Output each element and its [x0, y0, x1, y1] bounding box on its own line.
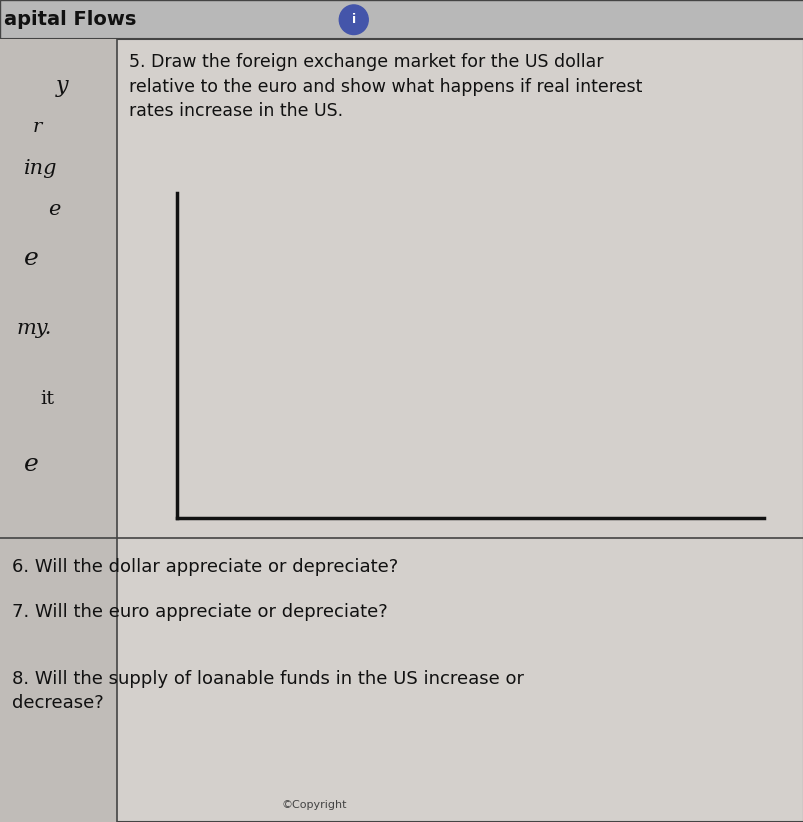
Text: e: e — [24, 453, 39, 476]
Text: ©Copyright: ©Copyright — [281, 800, 346, 810]
Text: 6. Will the dollar appreciate or depreciate?: 6. Will the dollar appreciate or depreci… — [12, 558, 397, 576]
Text: it: it — [40, 390, 55, 408]
Text: y: y — [56, 76, 69, 97]
Text: 7. Will the euro appreciate or depreciate?: 7. Will the euro appreciate or depreciat… — [12, 603, 387, 621]
Bar — [0, 39, 116, 822]
Text: 8. Will the supply of loanable funds in the US increase or
decrease?: 8. Will the supply of loanable funds in … — [12, 670, 524, 712]
Text: i: i — [351, 13, 356, 26]
Text: e: e — [24, 247, 39, 270]
Text: e: e — [48, 200, 60, 219]
Text: my.: my. — [16, 319, 51, 339]
Text: apital Flows: apital Flows — [4, 10, 137, 30]
Circle shape — [339, 5, 368, 35]
Bar — [0, 0, 803, 39]
Text: ing: ing — [24, 159, 58, 178]
Text: r: r — [32, 118, 42, 136]
Text: 5. Draw the foreign exchange market for the US dollar
relative to the euro and s: 5. Draw the foreign exchange market for … — [128, 53, 642, 120]
